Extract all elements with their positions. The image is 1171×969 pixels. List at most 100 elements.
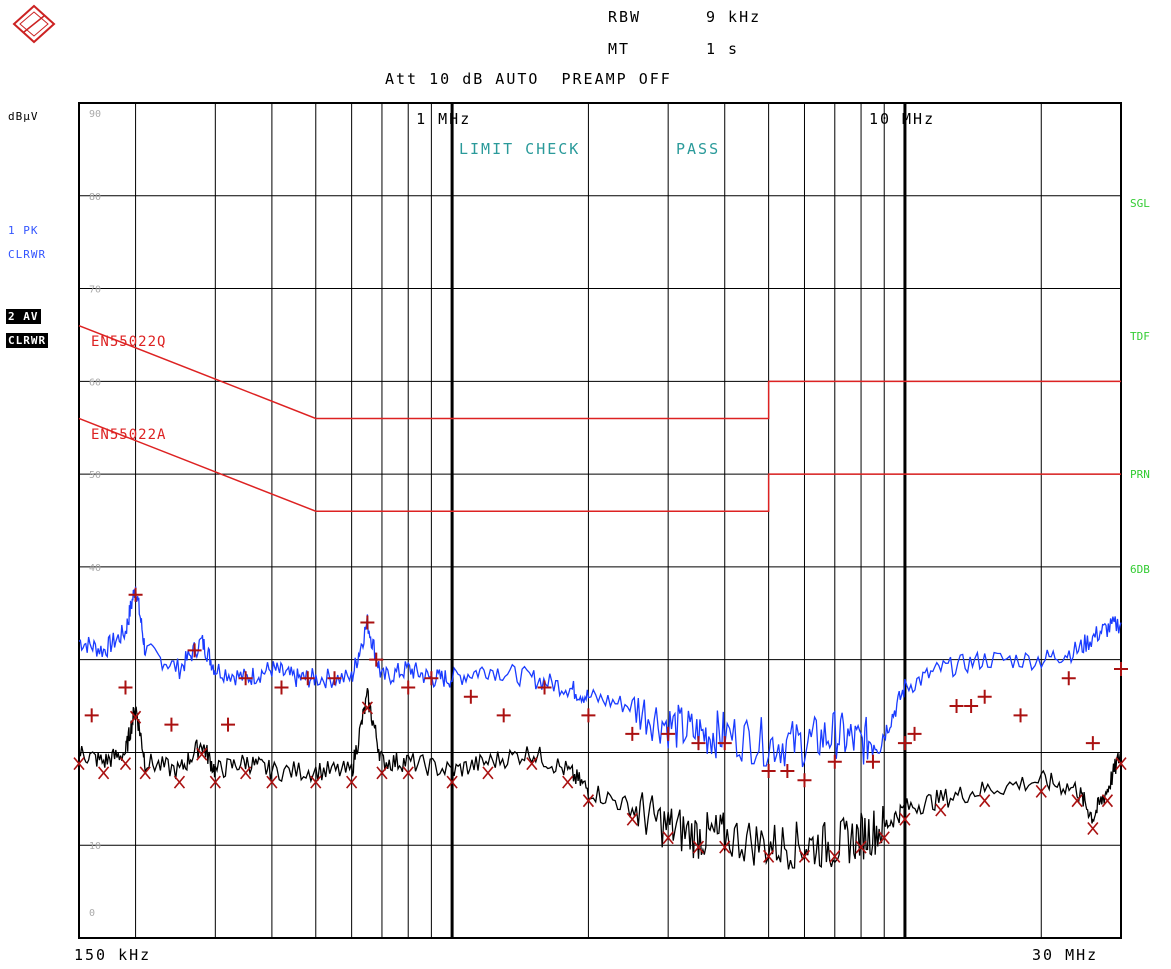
average-marker-x (763, 849, 775, 863)
peak-marker-plus (221, 717, 236, 732)
peak-marker-plus (84, 708, 99, 723)
peak-marker-plus (401, 680, 416, 695)
average-marker-x (878, 831, 890, 845)
average-marker-x (98, 766, 110, 780)
peak-marker-plus (865, 754, 880, 769)
peak-marker-plus (964, 699, 979, 714)
average-marker-x (482, 766, 494, 780)
mt-value: 1 s (706, 40, 740, 58)
average-marker-x (1115, 757, 1127, 771)
y-tick-label: 60 (89, 377, 101, 388)
average-marker-x (209, 775, 221, 789)
peak-marker-plus (761, 764, 776, 778)
mt-label: MT (608, 40, 631, 58)
status-prn: PRN (1130, 468, 1150, 481)
average-marker-x (1035, 784, 1047, 798)
trace1-detector-label: 1 PK (8, 224, 39, 237)
peak-marker-plus (496, 708, 511, 723)
average-marker-x (119, 757, 132, 771)
peak-marker-plus (1061, 671, 1076, 686)
limit-check-label: LIMIT CHECK (459, 140, 580, 158)
x-tick-label: 10 MHz (869, 110, 935, 128)
average-marker-x (899, 812, 911, 826)
y-tick-label: 80 (89, 192, 101, 203)
peak-marker-plus (164, 717, 179, 732)
y-tick-label: 10 (89, 841, 101, 852)
limit-check-status: PASS (676, 140, 720, 158)
peak-marker-plus (897, 736, 912, 751)
stop-frequency-label: 30 MHz (1032, 946, 1099, 964)
peak-marker-plus (581, 708, 596, 723)
average-marker-x (266, 775, 278, 789)
average-marker-x (798, 849, 811, 863)
average-marker-x (346, 775, 358, 789)
attenuation-line: Att 10 dB AUTO PREAMP OFF (385, 70, 672, 88)
peak-marker-plus (128, 587, 143, 602)
limit-line (78, 324, 1121, 420)
average-marker-x (829, 849, 841, 863)
peak-marker-plus (369, 652, 384, 667)
average-marker-x (979, 794, 991, 808)
peak-marker-plus (661, 726, 676, 741)
average-marker-x (1071, 794, 1083, 808)
average-marker-x (562, 775, 574, 789)
trace1-mode-label: CLRWR (8, 248, 47, 261)
status-6db: 6DB (1130, 563, 1150, 576)
rbw-label: RBW (608, 8, 642, 26)
limit-line (78, 417, 1121, 512)
peak-marker-plus (691, 736, 706, 751)
peak-trace (78, 586, 1122, 768)
peak-marker-plus (827, 754, 842, 769)
average-marker-x (139, 766, 151, 780)
average-marker-x (376, 766, 388, 780)
peak-marker-plus (717, 736, 732, 751)
y-tick-label: 70 (89, 285, 101, 296)
peak-marker-plus (327, 671, 342, 686)
peak-marker-plus (949, 699, 964, 714)
average-marker-x (582, 794, 595, 808)
x-tick-label: 1 MHz (416, 110, 471, 128)
average-marker-x (173, 775, 186, 789)
peak-marker-plus (1085, 736, 1100, 751)
peak-marker-plus (537, 680, 552, 695)
limit-line-label: EN55022Q (91, 334, 166, 350)
average-marker-x (692, 840, 705, 854)
average-marker-x (1087, 822, 1099, 836)
peak-marker-plus (274, 680, 289, 695)
y-tick-label: 50 (89, 470, 101, 481)
y-tick-label: 40 (89, 563, 101, 574)
average-marker-x (526, 757, 538, 771)
average-marker-x (935, 803, 947, 817)
average-marker-x (662, 831, 674, 845)
limit-line-label: EN55022A (91, 427, 166, 443)
peak-marker-plus (1013, 708, 1028, 723)
average-marker-x (626, 812, 638, 826)
y-unit-label: dBµV (8, 110, 39, 123)
trace2-mode-label: CLRWR (6, 333, 49, 348)
average-marker-x (855, 840, 867, 854)
trace2-detector-label: 2 AV (6, 309, 41, 324)
peak-marker-plus (238, 671, 253, 686)
rbw-value: 9 kHz (706, 8, 762, 26)
average-marker-x (719, 840, 731, 854)
status-tdf: TDF (1130, 330, 1150, 343)
average-marker-x (361, 701, 373, 715)
average-marker-x (402, 766, 414, 780)
peak-marker-plus (463, 689, 478, 704)
peak-marker-plus (360, 615, 375, 630)
peak-marker-plus (797, 773, 812, 788)
peak-marker-plus (1114, 661, 1128, 676)
average-trace (78, 688, 1122, 870)
rohde-schwarz-logo-icon (12, 4, 56, 44)
peak-marker-plus (118, 680, 133, 695)
peak-marker-plus (300, 671, 315, 686)
y-tick-label: 0 (89, 908, 95, 919)
peak-marker-plus (187, 643, 202, 658)
peak-marker-plus (907, 726, 922, 741)
average-marker-x (129, 710, 142, 724)
y-tick-label: 90 (89, 109, 101, 120)
peak-marker-plus (977, 689, 992, 704)
average-marker-x (196, 747, 208, 761)
status-sgl: SGL (1130, 197, 1150, 210)
